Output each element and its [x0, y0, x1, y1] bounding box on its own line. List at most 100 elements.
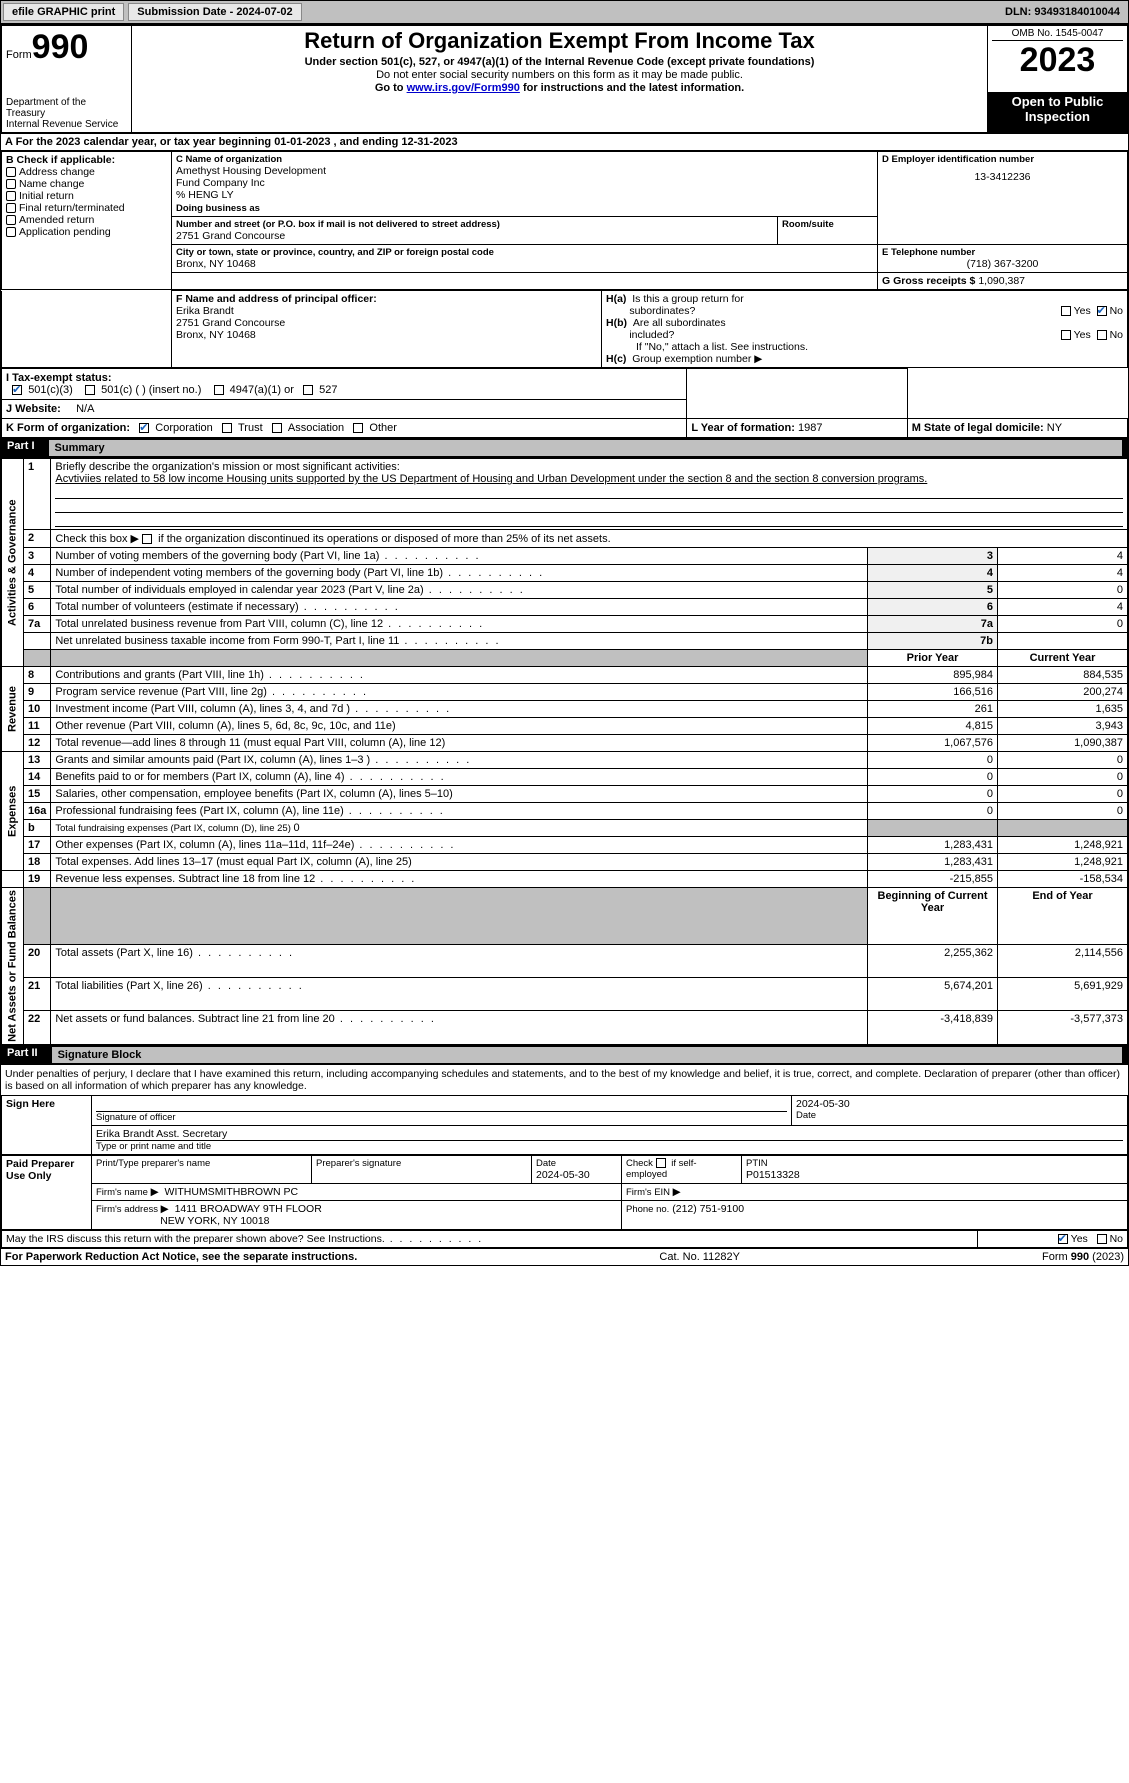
- ein-value: 13-3412236: [882, 171, 1123, 183]
- line16a-curr: 0: [998, 803, 1128, 820]
- h-b-note: If "No," attach a list. See instructions…: [606, 341, 1123, 353]
- line20-prior: 2,255,362: [868, 944, 998, 977]
- chk-discuss-no[interactable]: [1097, 1234, 1107, 1244]
- chk-4947[interactable]: [214, 385, 224, 395]
- line18-prior: 1,283,431: [868, 854, 998, 871]
- line9-curr: 200,274: [998, 684, 1128, 701]
- row-j-label: J Website:: [6, 403, 64, 415]
- line18-curr: 1,248,921: [998, 854, 1128, 871]
- chk-501c3[interactable]: [12, 385, 22, 395]
- gross-receipts: 1,090,387: [978, 275, 1025, 287]
- hdr-prior-year: Prior Year: [868, 650, 998, 667]
- hdr-eoy: End of Year: [998, 888, 1128, 945]
- firm-addr-label: Firm's address: [96, 1204, 161, 1215]
- chk-amended-return[interactable]: Amended return: [6, 214, 167, 226]
- line8-label: Contributions and grants (Part VIII, lin…: [51, 667, 868, 684]
- line20-label: Total assets (Part X, line 16): [51, 944, 868, 977]
- discuss-row: May the IRS discuss this return with the…: [1, 1230, 1128, 1248]
- form-subtitle: Under section 501(c), 527, or 4947(a)(1)…: [136, 56, 983, 68]
- chk-527[interactable]: [303, 385, 313, 395]
- tab-revenue: Revenue: [2, 667, 24, 752]
- line7b-val: [998, 633, 1128, 650]
- line22-curr: -3,577,373: [998, 1011, 1128, 1044]
- irs-link[interactable]: www.irs.gov/Form990: [407, 82, 520, 94]
- line4-label: Number of independent voting members of …: [51, 565, 868, 582]
- box-c-name-label: C Name of organization: [176, 154, 873, 165]
- line16a-prior: 0: [868, 803, 998, 820]
- line1-label: Briefly describe the organization's miss…: [55, 461, 399, 473]
- org-name-2: Fund Company Inc: [176, 177, 873, 189]
- chk-final-return[interactable]: Final return/terminated: [6, 202, 167, 214]
- line3-val: 4: [998, 548, 1128, 565]
- chk-discontinued[interactable]: [142, 534, 152, 544]
- chk-application-pending[interactable]: Application pending: [6, 226, 167, 238]
- line12-curr: 1,090,387: [998, 735, 1128, 752]
- line18-label: Total expenses. Add lines 13–17 (must eq…: [51, 854, 868, 871]
- chk-other[interactable]: [353, 423, 363, 433]
- state-domicile: NY: [1047, 422, 1062, 434]
- city-value: Bronx, NY 10468: [176, 258, 873, 270]
- line6-val: 4: [998, 599, 1128, 616]
- status-rows: I Tax-exempt status: 501(c)(3) 501(c) ( …: [1, 368, 1128, 438]
- box-e-label: E Telephone number: [882, 247, 1123, 258]
- form-header: Form990 Department of the Treasury Inter…: [1, 25, 1128, 133]
- summary-table: Activities & Governance 1 Briefly descri…: [1, 458, 1128, 1045]
- chk-initial-return[interactable]: Initial return: [6, 190, 167, 202]
- officer-name: Erika Brandt: [176, 305, 597, 317]
- mission-text: Acvtiviies related to 58 low income Hous…: [55, 473, 927, 485]
- line17-curr: 1,248,921: [998, 837, 1128, 854]
- officer-addr2: Bronx, NY 10468: [176, 329, 597, 341]
- ptin-label: PTIN: [746, 1158, 1123, 1169]
- line11-label: Other revenue (Part VIII, column (A), li…: [51, 718, 868, 735]
- line10-curr: 1,635: [998, 701, 1128, 718]
- chk-trust[interactable]: [222, 423, 232, 433]
- self-employed-check[interactable]: Check if self-employed: [626, 1158, 737, 1180]
- ptin-value: P01513328: [746, 1169, 1123, 1181]
- line7a-val: 0: [998, 616, 1128, 633]
- box-d-label: D Employer identification number: [882, 154, 1123, 165]
- line14-prior: 0: [868, 769, 998, 786]
- open-to-public: Open to Public Inspection: [988, 93, 1128, 133]
- row-i-label: I Tax-exempt status:: [6, 372, 112, 384]
- line21-prior: 5,674,201: [868, 978, 998, 1011]
- form-990-page: Form990 Department of the Treasury Inter…: [0, 24, 1129, 1266]
- line14-label: Benefits paid to or for members (Part IX…: [51, 769, 868, 786]
- chk-corporation[interactable]: [139, 423, 149, 433]
- line7b-label: Net unrelated business taxable income fr…: [51, 633, 868, 650]
- part-2-header: Part II Signature Block: [1, 1045, 1128, 1065]
- line6-label: Total number of volunteers (estimate if …: [51, 599, 868, 616]
- line17-prior: 1,283,431: [868, 837, 998, 854]
- tab-expenses: Expenses: [2, 752, 24, 871]
- line15-curr: 0: [998, 786, 1128, 803]
- line19-label: Revenue less expenses. Subtract line 18 …: [51, 871, 868, 888]
- dba-label: Doing business as: [176, 203, 873, 214]
- org-name-1: Amethyst Housing Development: [176, 165, 873, 177]
- officer-addr1: 2751 Grand Concourse: [176, 317, 597, 329]
- firm-phone: (212) 751-9100: [672, 1203, 744, 1215]
- line8-curr: 884,535: [998, 667, 1128, 684]
- form-footer-right: Form 990 (2023): [1042, 1251, 1124, 1263]
- chk-discuss-yes[interactable]: [1058, 1234, 1068, 1244]
- line21-curr: 5,691,929: [998, 978, 1128, 1011]
- firm-name: WITHUMSMITHBROWN PC: [165, 1186, 299, 1198]
- top-bar: efile GRAPHIC print Submission Date - 20…: [0, 0, 1129, 24]
- line8-prior: 895,984: [868, 667, 998, 684]
- chk-501c[interactable]: [85, 385, 95, 395]
- firm-addr1: 1411 BROADWAY 9TH FLOOR: [175, 1203, 322, 1215]
- chk-address-change[interactable]: Address change: [6, 166, 167, 178]
- chk-association[interactable]: [272, 423, 282, 433]
- phone-value: (718) 367-3200: [882, 258, 1123, 270]
- chk-name-change[interactable]: Name change: [6, 178, 167, 190]
- line2: Check this box ▶ if the organization dis…: [51, 530, 1128, 548]
- room-label: Room/suite: [782, 219, 873, 230]
- form-title: Return of Organization Exempt From Incom…: [136, 28, 983, 54]
- line15-prior: 0: [868, 786, 998, 803]
- box-b-label: B Check if applicable:: [6, 154, 167, 166]
- line19-prior: -215,855: [868, 871, 998, 888]
- row-l-label: L Year of formation:: [691, 422, 795, 434]
- line10-label: Investment income (Part VIII, column (A)…: [51, 701, 868, 718]
- row-m-label: M State of legal domicile:: [912, 422, 1044, 434]
- discuss-label: May the IRS discuss this return with the…: [6, 1233, 483, 1245]
- efile-print-button[interactable]: efile GRAPHIC print: [3, 3, 124, 21]
- line22-prior: -3,418,839: [868, 1011, 998, 1044]
